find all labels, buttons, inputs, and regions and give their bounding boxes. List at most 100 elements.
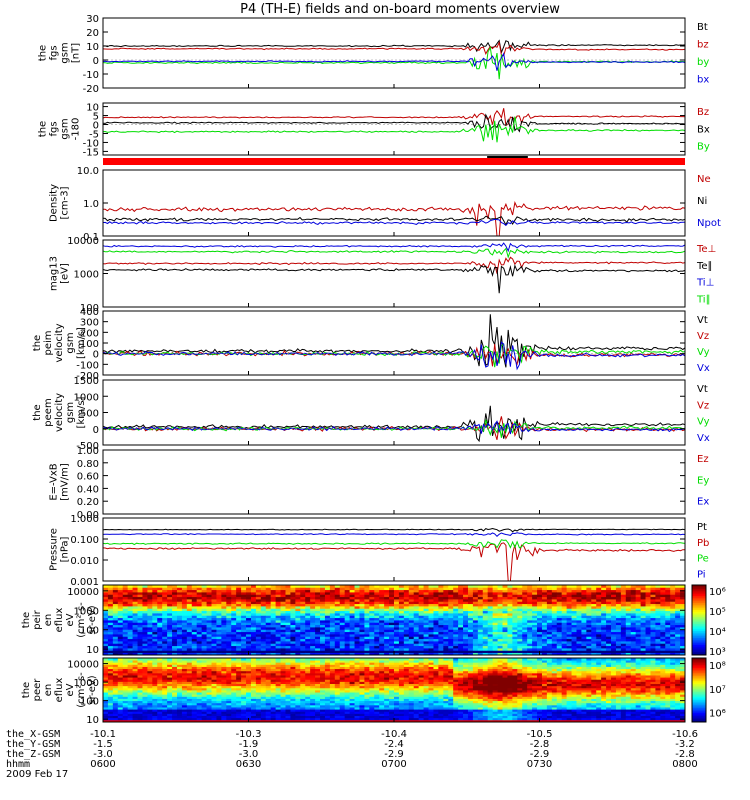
spectrogram-cell	[497, 608, 503, 612]
spectrogram-cell	[596, 589, 602, 593]
spectrogram-cell	[384, 645, 390, 649]
spectrogram-cell	[162, 698, 168, 702]
spectrogram-cell	[581, 617, 587, 621]
spectrogram-cell	[265, 627, 272, 630]
spectrogram-cell	[320, 610, 326, 614]
spectrogram-cell	[532, 631, 538, 635]
spectrogram-cell	[285, 613, 291, 616]
spectrogram-cell	[221, 692, 227, 695]
legend-entry-p3: Npot	[697, 218, 721, 229]
spectrogram-cell	[665, 585, 671, 588]
spectrogram-cell	[463, 587, 469, 591]
spectrogram-cell	[507, 641, 513, 644]
spectrogram-cell	[103, 587, 109, 591]
spectrogram-cell	[117, 587, 124, 591]
spectrogram-cell	[172, 589, 178, 593]
spectrogram-cell	[191, 698, 198, 702]
spectrogram-cell	[670, 636, 676, 640]
spectrogram-cell	[369, 606, 375, 609]
spectrogram-cell	[369, 648, 375, 651]
spectrogram-cell	[467, 601, 474, 605]
spectrogram-cell	[472, 629, 479, 633]
spectrogram-cell	[433, 601, 439, 605]
spectrogram-cell	[181, 624, 188, 628]
spectrogram-cell	[680, 629, 686, 633]
spectrogram-cell	[339, 629, 346, 633]
spectrogram-cell	[275, 603, 281, 607]
spectrogram-cell	[581, 638, 587, 642]
spectrogram-cell	[300, 636, 306, 640]
spectrogram-cell	[241, 696, 247, 699]
spectrogram-cell	[132, 719, 138, 723]
spectrogram-cell	[379, 622, 385, 626]
spectrogram-cell	[665, 645, 671, 649]
spectrogram-cell	[112, 587, 119, 591]
spectrogram-cell	[655, 636, 661, 640]
spectrogram-cell	[467, 603, 474, 607]
spectrogram-cell	[438, 650, 444, 654]
spectrogram-cell	[556, 631, 563, 635]
y-axis-label-line: sr-eV)	[87, 605, 98, 634]
spectrogram-cell	[142, 711, 148, 714]
spectrogram-cell	[147, 704, 153, 708]
spectrogram-cell	[186, 696, 193, 699]
spectrogram-cell	[250, 606, 257, 609]
spectrogram-cell	[458, 589, 464, 593]
spectrogram-cell	[482, 617, 489, 621]
spectrogram-cell	[487, 650, 494, 654]
spectrogram-cell	[670, 648, 676, 651]
spectrogram-cell	[211, 715, 217, 719]
spectrogram-cell	[305, 592, 311, 595]
spectrogram-cell	[428, 599, 434, 602]
spectrogram-cell	[117, 627, 124, 630]
y-axis-label: Pressure[nPa]	[49, 528, 71, 571]
spectrogram-cell	[438, 596, 444, 600]
spectrogram-cell	[117, 596, 124, 600]
spectrogram-cell	[344, 631, 351, 635]
spectrogram-cell	[216, 694, 222, 697]
spectrogram-cell	[186, 713, 193, 716]
spectrogram-cell	[142, 704, 148, 708]
spectrogram-cell	[467, 596, 474, 600]
spectrogram-cell	[152, 666, 158, 670]
spectrogram-cell	[438, 610, 444, 614]
spectrogram-cell	[122, 641, 129, 644]
spectrogram-cell	[152, 599, 158, 602]
spectrogram-cell	[315, 641, 321, 644]
spectrogram-cell	[576, 615, 582, 619]
spectrogram-cell	[477, 608, 484, 612]
spectrogram-cell	[226, 599, 232, 602]
spectrogram-cell	[502, 624, 508, 628]
spectrogram-cell	[167, 700, 173, 704]
spectrogram-cell	[226, 679, 232, 682]
spectrogram-cell	[394, 643, 400, 647]
spectrogram-cell	[512, 606, 518, 609]
spectrogram-cell	[660, 617, 666, 621]
spectrogram-cell	[635, 622, 642, 626]
spectrogram-cell	[236, 717, 242, 721]
spectrogram-cell	[551, 617, 558, 621]
spectrogram-cell	[680, 594, 686, 598]
spectrogram-cell	[394, 617, 400, 621]
spectrogram-cell	[364, 650, 370, 654]
spectrogram-cell	[250, 694, 257, 697]
spectrogram-cell	[142, 696, 148, 699]
spectrogram-cell	[344, 650, 351, 654]
spectrogram-cell	[635, 585, 642, 588]
spectrogram-cell	[216, 603, 222, 607]
spectrogram-cell	[103, 629, 109, 633]
spectrogram-cell	[403, 592, 410, 595]
spectrogram-cell	[581, 603, 587, 607]
spectrogram-cell	[537, 620, 543, 623]
spectrogram-cell	[467, 606, 474, 609]
spectrogram-cell	[132, 603, 138, 607]
spectrogram-cell	[191, 713, 198, 716]
spectrogram-cell	[645, 629, 651, 633]
spectrogram-cell	[260, 698, 267, 702]
spectrogram-cell	[413, 613, 420, 616]
spectrogram-cell	[241, 715, 247, 719]
spectrogram-cell	[502, 587, 508, 591]
spectrogram-cell	[167, 685, 173, 689]
spectrogram-cell	[507, 599, 513, 602]
spectrogram-cell	[571, 608, 577, 612]
